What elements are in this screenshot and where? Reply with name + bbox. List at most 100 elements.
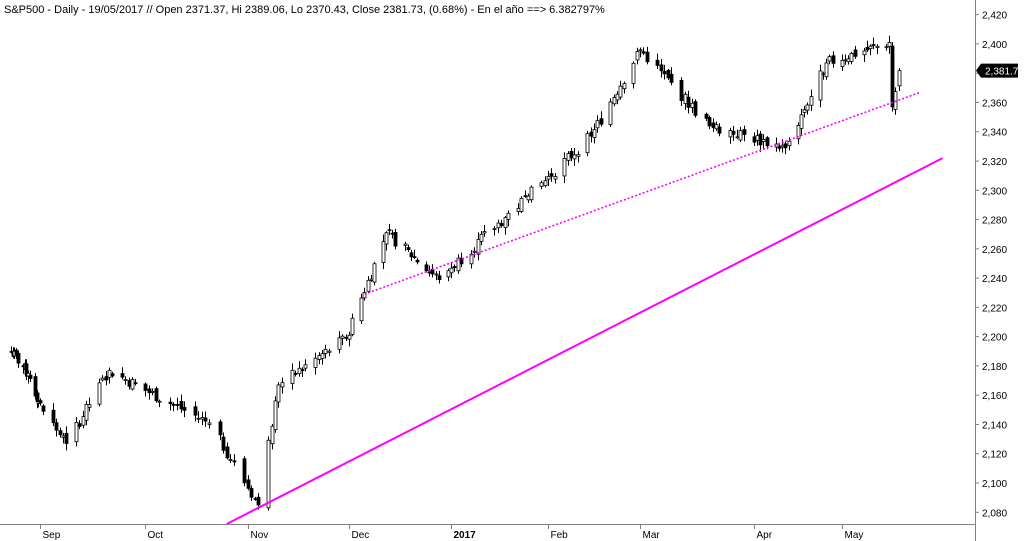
candle-body bbox=[543, 180, 548, 187]
candle bbox=[612, 94, 617, 107]
candle bbox=[840, 54, 845, 72]
candle bbox=[645, 46, 650, 65]
candle bbox=[276, 382, 281, 408]
candle bbox=[409, 249, 414, 262]
candle-body bbox=[758, 133, 763, 146]
candle bbox=[562, 152, 567, 184]
x-tick-label: Feb bbox=[551, 530, 569, 541]
x-tick-label: May bbox=[845, 530, 864, 541]
candle-body bbox=[717, 126, 722, 134]
candle-body bbox=[569, 151, 574, 158]
candle bbox=[74, 417, 79, 447]
candle-body bbox=[519, 197, 524, 212]
candle-body bbox=[154, 388, 159, 402]
candle-body bbox=[659, 64, 664, 72]
candle bbox=[693, 99, 698, 118]
candle bbox=[506, 210, 511, 227]
candle-body bbox=[437, 275, 442, 280]
candle-body bbox=[787, 140, 792, 147]
candle bbox=[546, 170, 551, 187]
candle-body bbox=[735, 136, 740, 139]
candle-body bbox=[412, 256, 417, 259]
candle bbox=[242, 456, 247, 487]
candle-body bbox=[622, 83, 627, 90]
candle-body bbox=[293, 372, 298, 375]
candle-body bbox=[635, 51, 640, 61]
candle bbox=[359, 293, 364, 325]
candle bbox=[662, 64, 667, 80]
candle bbox=[150, 388, 155, 396]
x-tick-label: Mar bbox=[643, 530, 661, 541]
candle-body bbox=[496, 222, 501, 229]
candle bbox=[686, 90, 691, 114]
candle bbox=[218, 419, 223, 441]
candle-body bbox=[641, 51, 646, 54]
y-tick-label: 2,280 bbox=[982, 216, 1007, 227]
candle-body bbox=[344, 336, 349, 339]
trend-lines bbox=[226, 91, 944, 525]
last-price-label: 2,381.73 bbox=[985, 67, 1024, 78]
candle bbox=[543, 176, 548, 188]
candle-body bbox=[761, 139, 766, 142]
candle bbox=[403, 241, 408, 251]
candle bbox=[300, 367, 305, 378]
y-tick-label: 2,420 bbox=[982, 11, 1007, 22]
candle bbox=[87, 397, 92, 412]
candle-body bbox=[818, 70, 823, 101]
candle-body bbox=[576, 154, 581, 157]
candle-body bbox=[799, 114, 804, 129]
candle-body bbox=[323, 348, 328, 354]
candle bbox=[641, 47, 646, 56]
candle-body bbox=[449, 267, 454, 274]
candle bbox=[897, 68, 902, 92]
candle-body bbox=[359, 297, 364, 322]
candle-body bbox=[347, 334, 352, 340]
candle bbox=[84, 400, 89, 426]
candle bbox=[446, 268, 451, 282]
candle-body bbox=[297, 367, 302, 375]
candle-body bbox=[526, 195, 531, 201]
candle-body bbox=[228, 459, 233, 461]
candle-body bbox=[887, 42, 892, 48]
candle bbox=[303, 359, 308, 372]
candle-body bbox=[340, 335, 345, 339]
candle-body bbox=[499, 223, 504, 227]
candle-body bbox=[704, 113, 709, 119]
candle-body bbox=[110, 373, 115, 377]
candle-body bbox=[54, 422, 59, 431]
candle-body bbox=[427, 271, 432, 274]
candle-body bbox=[303, 364, 308, 369]
candle bbox=[831, 51, 836, 68]
candle bbox=[266, 436, 271, 511]
candle bbox=[337, 330, 342, 354]
candle-body bbox=[679, 79, 684, 102]
candle-body bbox=[434, 273, 439, 276]
candle-body bbox=[884, 46, 889, 49]
candle bbox=[347, 331, 352, 347]
candle bbox=[123, 376, 128, 385]
candle-body bbox=[33, 376, 38, 397]
candle-body bbox=[150, 390, 155, 393]
candle-body bbox=[81, 416, 86, 426]
candle bbox=[384, 231, 389, 251]
candle-body bbox=[523, 195, 528, 198]
candle bbox=[393, 228, 398, 250]
candle-body bbox=[203, 417, 208, 422]
candle bbox=[273, 396, 278, 433]
candle-body bbox=[300, 369, 305, 371]
candle-body bbox=[171, 403, 176, 406]
candle-body bbox=[270, 425, 275, 445]
candle bbox=[323, 344, 328, 359]
candle-body bbox=[506, 212, 511, 220]
candle-body bbox=[362, 292, 367, 299]
candle-body bbox=[406, 247, 411, 250]
candle bbox=[41, 404, 46, 416]
candle bbox=[622, 81, 627, 94]
candle-body bbox=[207, 422, 212, 425]
candle bbox=[270, 424, 275, 450]
candle bbox=[595, 115, 600, 133]
y-tick-label: 2,320 bbox=[982, 157, 1007, 168]
candle-body bbox=[728, 130, 733, 138]
candle bbox=[179, 394, 184, 413]
candle-body bbox=[120, 373, 125, 378]
